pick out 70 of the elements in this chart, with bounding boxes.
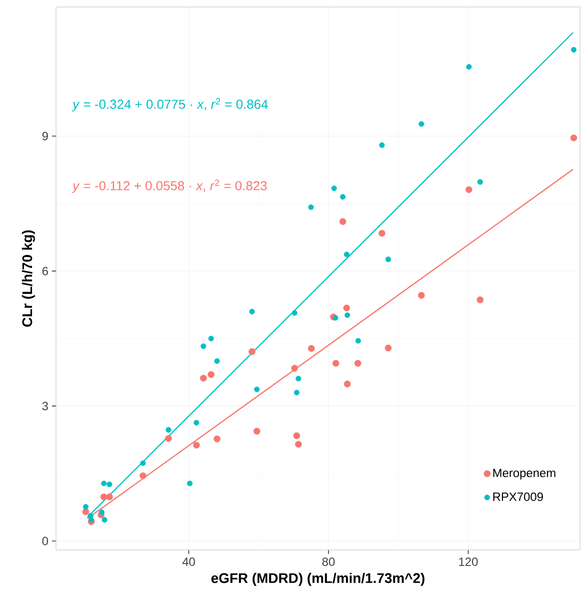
point [194,420,200,426]
point [476,296,484,304]
point [295,440,302,448]
point [248,348,256,355]
point [140,472,146,480]
point [379,142,385,148]
point [82,508,90,516]
point [477,179,483,185]
legend-label: Meropenem [493,468,556,480]
point [340,194,346,200]
point [214,358,220,364]
point [208,336,214,342]
point [106,482,112,488]
point [291,364,298,372]
y-axis-title: CLr (L/h/70 kg) [22,230,35,327]
point [101,480,107,486]
point [343,304,350,312]
point [308,204,314,210]
point [418,292,425,299]
annotation: y = -0.324 + 0.0775 · x, r$^{2}$ = 0.864 [72,98,268,112]
y-tick-label: 3 [42,402,48,410]
y-tick-label: 6 [42,266,48,276]
point [331,186,337,192]
x-tick-label: 40 [182,558,195,566]
point [165,435,172,442]
point [187,480,193,486]
point [249,308,255,314]
x-axis-title: eGFR (MDRD) (mL/min/1.73m^2) [211,572,424,586]
point [339,218,346,225]
x-tick-label: 120 [459,558,478,566]
y-tick-label: 0 [42,536,48,546]
point [466,186,472,194]
point [293,432,300,440]
point [193,442,200,449]
point [570,46,577,53]
point [332,315,338,321]
annotation: y = -0.112 + 0.0558 · x, r$^{2}$ = 0.823 [72,180,267,193]
point [292,310,298,316]
point [344,312,350,318]
point [214,435,220,442]
point [100,494,108,500]
point [294,390,300,396]
point [254,386,260,392]
point [344,380,351,388]
point [166,427,172,433]
point [344,252,350,258]
point [385,256,392,262]
point [384,344,392,352]
point [296,376,302,382]
point [354,360,362,367]
x-tick-label: 80 [322,558,335,566]
point [418,121,424,127]
point [200,374,207,382]
point [570,134,578,142]
point [208,371,214,378]
point [466,64,472,70]
point [106,494,113,500]
point [98,509,105,515]
point [200,343,206,349]
point [82,504,88,510]
point [355,338,361,344]
y-tick-label: 9 [42,132,48,140]
point [332,360,340,367]
point [308,345,315,352]
point [378,230,386,237]
point [253,428,260,435]
legend-label: RPX7009 [493,492,543,501]
point [88,517,94,523]
point [140,460,146,466]
point [102,517,108,523]
